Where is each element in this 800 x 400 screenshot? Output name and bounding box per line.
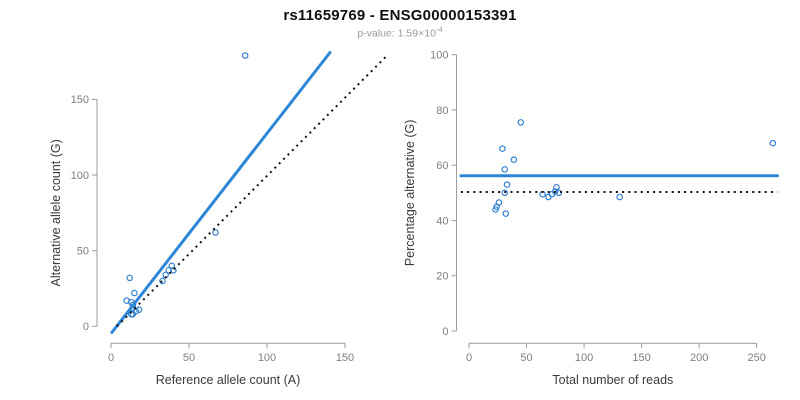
- scatter-point: [159, 277, 166, 285]
- scatter-point: [502, 210, 510, 217]
- x-tick-label: 50: [520, 352, 532, 364]
- p-value-text: p-value: 1.59×10: [357, 27, 436, 40]
- fit-line: [110, 51, 332, 334]
- y-axis-title: Percentage alternative (G): [403, 120, 417, 267]
- scatter-point: [501, 166, 508, 173]
- y-tick-label: 40: [436, 215, 448, 227]
- scatter-point: [129, 310, 137, 318]
- y-tick-label: 80: [436, 105, 448, 117]
- y-tick-label: 60: [436, 160, 448, 172]
- scatter-point: [769, 139, 777, 147]
- y-tick-label: 0: [442, 326, 448, 338]
- scatter-point: [510, 156, 518, 163]
- y-tick-label: 100: [430, 50, 448, 62]
- x-tick-label: 150: [336, 352, 354, 364]
- scatter-point: [616, 193, 623, 201]
- p-value-subtitle: p-value: 1.59×10-4: [0, 25, 800, 40]
- x-axis-title: Reference allele count (A): [156, 373, 301, 387]
- scatter-point: [552, 188, 559, 195]
- scatter-point: [501, 189, 508, 197]
- scatter-point: [553, 184, 560, 191]
- x-tick-label: 200: [690, 352, 708, 364]
- x-tick-label: 50: [183, 352, 195, 364]
- y-tick-label: 20: [436, 271, 448, 283]
- x-tick-label: 100: [575, 352, 593, 364]
- y-tick-label: 0: [83, 321, 89, 333]
- scatter-point: [241, 52, 249, 59]
- p-value-exponent: -4: [435, 25, 443, 34]
- scatter-point: [126, 274, 133, 282]
- y-tick-label: 100: [71, 170, 89, 182]
- x-tick-label: 0: [108, 352, 114, 364]
- page-title: rs11659769 - ENSG00000153391: [283, 7, 517, 24]
- scatter-point: [499, 145, 506, 152]
- x-tick-label: 100: [258, 352, 276, 364]
- identity-line: [116, 54, 388, 328]
- y-axis-title: Alternative allele count (G): [49, 139, 63, 286]
- x-axis-title: Total number of reads: [552, 373, 673, 387]
- x-tick-label: 250: [747, 352, 765, 364]
- x-tick-label: 0: [466, 352, 472, 364]
- scatter-point: [135, 306, 143, 313]
- scatter-point: [517, 119, 525, 126]
- scatter-point: [165, 267, 172, 274]
- scatter-point: [503, 181, 511, 188]
- y-tick-label: 50: [77, 245, 89, 257]
- scatter-point: [492, 206, 499, 213]
- scatter-point: [131, 289, 138, 297]
- x-tick-label: 150: [632, 352, 650, 364]
- scatter-point: [212, 229, 219, 236]
- scatter-point: [170, 267, 177, 274]
- y-tick-label: 150: [71, 94, 89, 106]
